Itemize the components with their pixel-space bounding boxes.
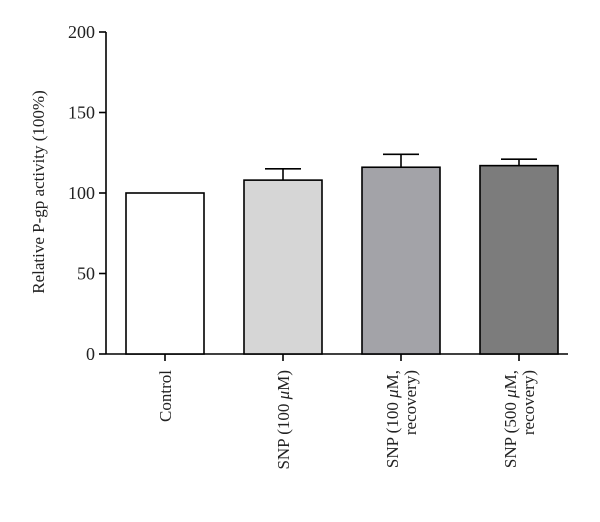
x-category-label: Control: [156, 370, 175, 422]
y-tick-label: 0: [86, 344, 95, 364]
bar: [243, 179, 323, 355]
x-category-label: recovery): [519, 370, 538, 435]
x-category-label: recovery): [401, 370, 420, 435]
y-axis-title: Relative P-gp activity (100%): [29, 90, 48, 293]
bar: [361, 166, 441, 355]
x-category-label: SNP (100 μM,: [383, 370, 402, 468]
bar: [125, 192, 205, 355]
x-category-label: SNP (100 μM): [274, 370, 293, 470]
plot-area: 0 50 100 150 200 Control SNP (100 μM) SNP (100 …: [68, 22, 568, 470]
y-tick-label: 50: [77, 264, 95, 284]
y-tick-label: 100: [68, 183, 95, 203]
y-tick-label: 200: [68, 22, 95, 42]
x-category-label: SNP (500 μM,: [501, 370, 520, 468]
y-tick-label: 150: [68, 103, 95, 123]
bar: [479, 164, 559, 355]
